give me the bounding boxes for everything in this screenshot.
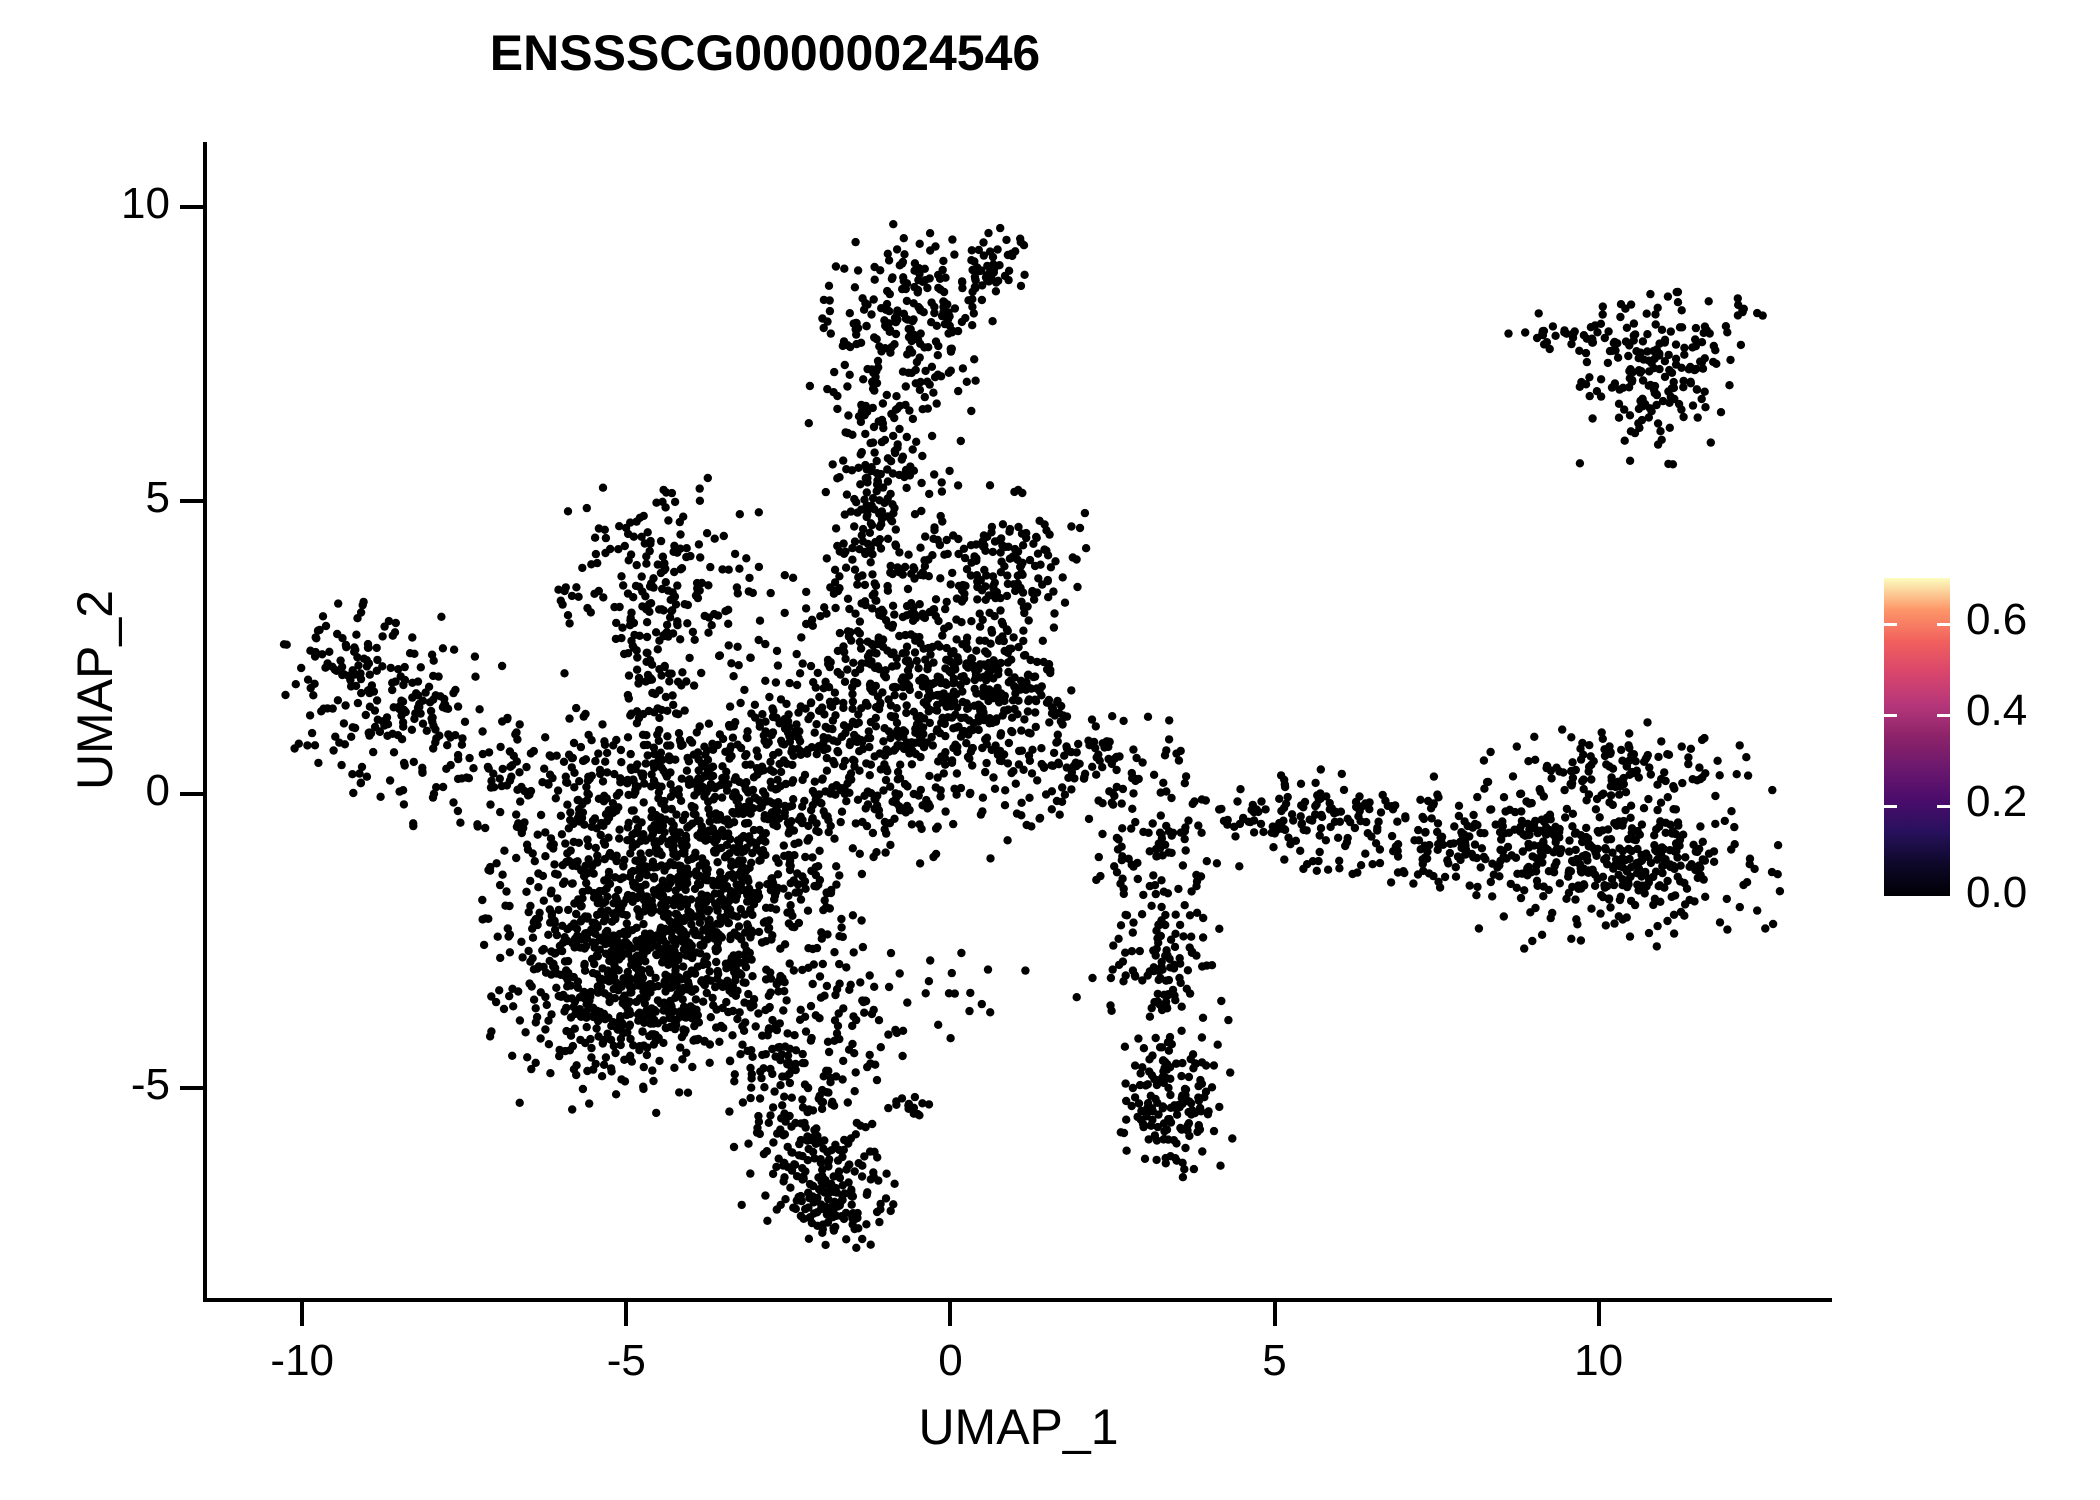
x-tick-label: 5	[1262, 1336, 1287, 1385]
colorbar-tick-mark	[1937, 896, 1950, 899]
y-tick-label: 5	[145, 472, 170, 522]
x-axis-line	[203, 1298, 1832, 1302]
colorbar	[1884, 578, 1950, 899]
x-tick-mark	[624, 1300, 629, 1326]
y-tick-label: -5	[130, 1060, 170, 1110]
x-tick-label: -10	[270, 1336, 335, 1385]
colorbar-tick-mark	[1884, 714, 1897, 718]
y-axis-line	[203, 142, 207, 1302]
colorbar-tick-mark	[1884, 623, 1897, 627]
y-tick-mark	[180, 204, 204, 209]
y-axis-title: UMAP_2	[67, 589, 123, 791]
colorbar-tick-mark	[1937, 805, 1950, 809]
colorbar-tick-label: 0.4	[1966, 686, 2028, 736]
colorbar-tick-label: 0.6	[1966, 595, 2028, 645]
x-tick-label: 10	[1574, 1336, 1624, 1385]
y-tick-mark	[180, 792, 204, 797]
x-tick-mark	[948, 1300, 953, 1326]
colorbar-gradient	[1884, 578, 1950, 896]
x-tick-mark	[1596, 1300, 1601, 1326]
x-tick-mark	[300, 1300, 305, 1326]
colorbar-tick-label: 0.2	[1966, 777, 2028, 827]
y-tick-label: 0	[145, 766, 170, 816]
scatter-point-group	[279, 220, 1785, 1253]
y-tick-mark	[180, 498, 204, 503]
colorbar-tick-mark	[1884, 805, 1897, 809]
colorbar-tick-mark	[1937, 714, 1950, 718]
x-tick-label: -5	[606, 1336, 646, 1385]
y-tick-label: 10	[121, 178, 170, 228]
y-tick-mark	[180, 1086, 204, 1091]
x-axis-title: UMAP_1	[918, 1399, 1119, 1455]
colorbar-tick-label: 0.0	[1966, 868, 2028, 917]
colorbar-legend: 0.0 0.2 0.4 0.6	[1884, 560, 2084, 920]
page-title: ENSSSCG00000024546	[489, 25, 1041, 81]
x-tick-mark	[1272, 1300, 1277, 1326]
colorbar-tick-mark	[1937, 623, 1950, 627]
plot-panel	[205, 142, 1832, 1300]
colorbar-tick-mark	[1884, 896, 1897, 899]
scatter-points-layer	[279, 220, 1785, 1253]
x-tick-label: 0	[938, 1336, 963, 1385]
